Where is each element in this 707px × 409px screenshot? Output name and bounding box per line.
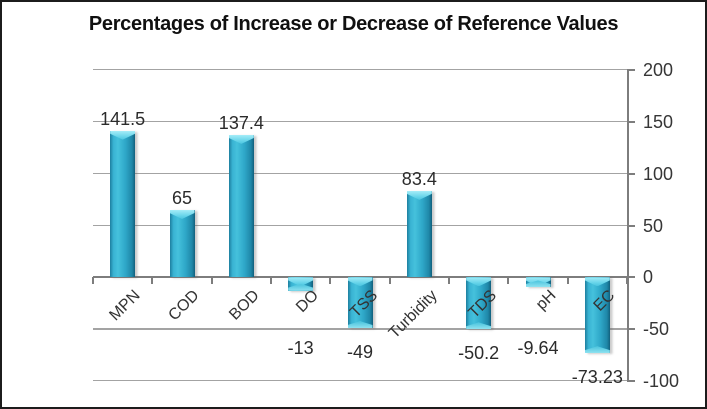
bar — [466, 277, 492, 330]
y-axis-tick — [627, 69, 635, 71]
gridline — [93, 380, 627, 382]
bar-data-label: -49 — [346, 342, 374, 363]
bar-bottom-highlight — [525, 280, 551, 288]
bar — [525, 277, 551, 288]
bar-top-highlight — [466, 277, 492, 287]
category-axis-tick — [566, 277, 569, 285]
bar — [406, 190, 432, 278]
category-axis-tick — [329, 277, 332, 285]
y-axis-tick — [627, 172, 635, 175]
y-tick-label: -50 — [643, 319, 670, 340]
category-label: DO — [292, 287, 322, 316]
category-axis-tick — [210, 277, 213, 285]
y-axis-tick — [627, 328, 635, 331]
bar — [584, 277, 610, 354]
gridline — [93, 120, 627, 123]
category-label: Turbidity — [385, 287, 441, 342]
y-tick-label: 100 — [643, 163, 674, 184]
y-axis-line — [627, 70, 629, 381]
bar-data-label: 65 — [171, 187, 193, 208]
category-label: COD — [165, 287, 204, 325]
gridline — [93, 224, 627, 226]
bar-data-label: -50.2 — [458, 343, 500, 364]
bar — [347, 277, 373, 329]
bar-data-label: 83.4 — [401, 168, 437, 189]
category-axis-tick — [92, 277, 94, 285]
category-axis-tick — [507, 277, 510, 285]
y-axis-tick — [627, 224, 635, 227]
bar-top-highlight — [110, 130, 136, 140]
bar-top-highlight — [347, 277, 373, 287]
y-tick-label: 150 — [643, 111, 674, 132]
gridline — [93, 328, 627, 330]
category-axis-tick — [151, 277, 154, 285]
bar — [288, 277, 314, 291]
bar-data-label: 141.5 — [100, 108, 146, 129]
bar-data-label: -73.23 — [571, 367, 623, 388]
y-tick-label: 50 — [643, 215, 664, 236]
y-axis-tick — [627, 120, 635, 123]
bar — [169, 209, 195, 278]
y-tick-label: 200 — [643, 60, 674, 80]
category-axis-tick — [626, 277, 628, 285]
bar-top-highlight — [169, 209, 195, 219]
y-axis-tick — [627, 276, 635, 279]
bar-data-label: -9.64 — [517, 338, 559, 358]
bar-data-label: 137.4 — [218, 112, 264, 133]
bar-bottom-highlight — [584, 346, 610, 354]
bar-top-highlight — [228, 134, 254, 144]
y-tick-label: -100 — [643, 371, 680, 391]
bar-top-highlight — [584, 277, 610, 287]
gridline — [93, 69, 627, 71]
chart-title: Percentages of Increase or Decrease of R… — [88, 13, 619, 35]
category-label: pH — [532, 287, 560, 314]
y-axis-tick — [627, 380, 635, 382]
bar — [228, 134, 254, 278]
category-label: MPN — [106, 287, 144, 325]
category-label: BOD — [225, 287, 263, 324]
bar-top-highlight — [406, 190, 432, 200]
category-axis-tick — [388, 277, 391, 285]
y-tick-label: 0 — [643, 267, 654, 288]
bar-bottom-highlight — [288, 283, 314, 291]
bar — [110, 130, 136, 278]
bar-data-label: -13 — [287, 338, 314, 358]
bar-top-highlight — [288, 277, 314, 287]
gridline — [93, 172, 627, 175]
category-axis-tick — [270, 277, 272, 285]
category-axis-tick — [448, 277, 450, 285]
bar-bottom-highlight — [347, 321, 373, 329]
bar-bottom-highlight — [466, 322, 492, 330]
